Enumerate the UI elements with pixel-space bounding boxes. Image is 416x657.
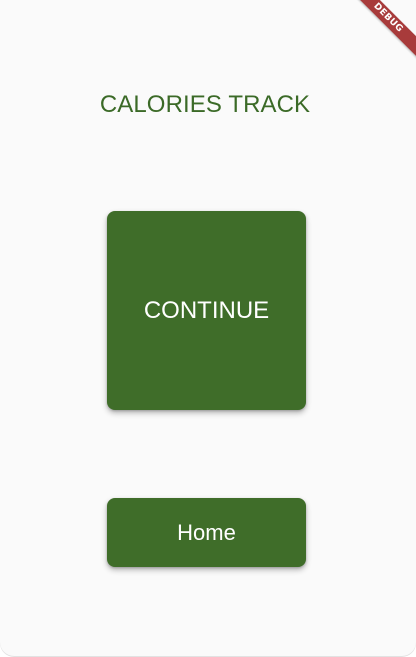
continue-button[interactable]: CONTINUE <box>107 211 306 410</box>
home-button[interactable]: Home <box>107 498 306 567</box>
page-title: CALORIES TRACK <box>99 91 311 118</box>
debug-banner: DEBUG <box>344 0 416 62</box>
